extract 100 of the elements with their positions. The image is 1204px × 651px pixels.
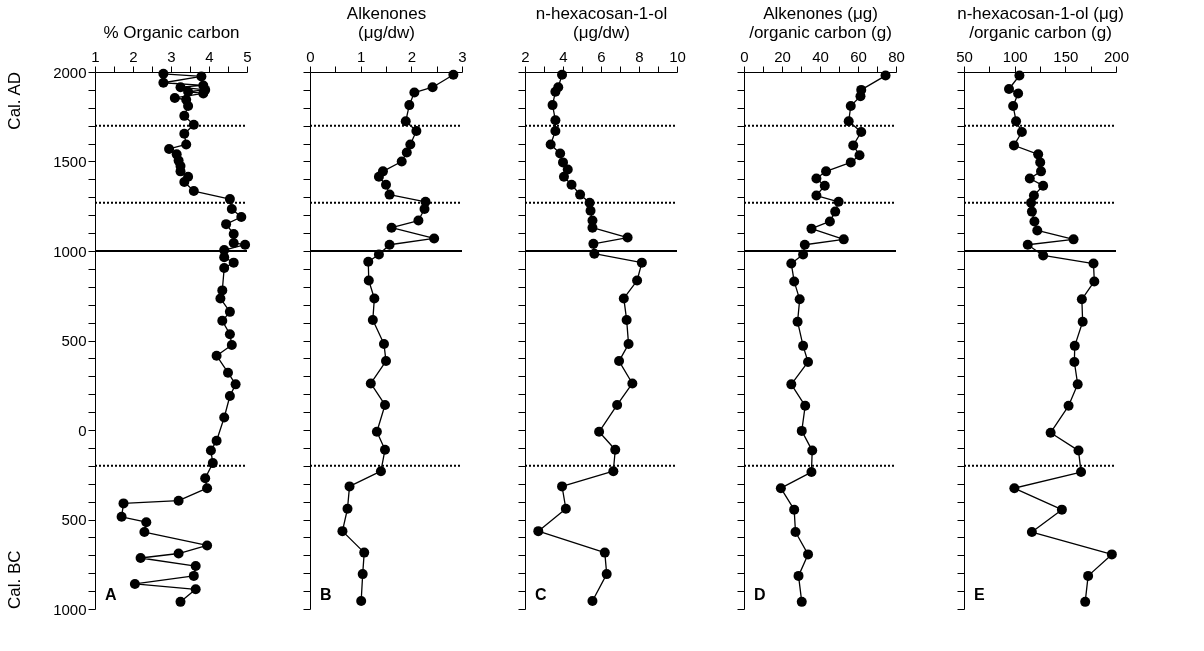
point — [786, 258, 797, 269]
x-axis-title: n-hexacosan-1-ol (μg/dw) — [535, 3, 668, 42]
x-tick-label: 20 — [774, 47, 791, 65]
point — [843, 116, 854, 127]
point — [599, 547, 610, 558]
point — [796, 596, 807, 607]
point — [427, 82, 438, 93]
point — [618, 293, 629, 304]
point — [627, 378, 638, 389]
point — [1068, 234, 1079, 245]
point — [378, 339, 389, 350]
point — [384, 189, 395, 200]
point — [1069, 356, 1080, 367]
point — [1003, 84, 1014, 94]
point — [558, 171, 569, 182]
point — [1032, 225, 1043, 236]
point — [342, 503, 353, 514]
point — [789, 276, 800, 287]
point — [1056, 504, 1067, 515]
point — [356, 595, 367, 606]
point — [811, 173, 822, 184]
point — [1035, 157, 1046, 168]
y-tick-label: 1000 — [53, 242, 87, 260]
point — [587, 595, 598, 606]
point — [1063, 400, 1074, 411]
point — [1009, 483, 1020, 494]
point — [622, 232, 633, 243]
point — [855, 91, 866, 102]
point — [1072, 379, 1083, 390]
point — [429, 233, 440, 244]
x-tick-label: 150 — [1053, 47, 1079, 65]
point — [560, 503, 571, 514]
y-tick-label: 1000 — [53, 600, 87, 618]
point — [601, 569, 612, 580]
x-tick-label: 3 — [167, 47, 176, 65]
point — [786, 379, 797, 390]
point — [363, 256, 374, 267]
x-tick-label: 4 — [205, 47, 214, 65]
point — [856, 126, 867, 137]
point — [800, 400, 811, 411]
x-tick-label: 200 — [1103, 47, 1130, 65]
x-tick-label: 2 — [407, 47, 417, 65]
x-tick-label: 2 — [521, 47, 530, 65]
annotation: E — [974, 586, 985, 603]
x-tick-label: 1 — [91, 47, 100, 65]
point — [623, 339, 634, 350]
point — [848, 140, 859, 151]
y-axis-title: Cal. AD — [5, 72, 24, 130]
point — [1008, 101, 1019, 111]
point — [381, 179, 391, 190]
point — [811, 190, 822, 201]
point — [396, 156, 407, 167]
point — [575, 189, 586, 200]
point — [1026, 206, 1037, 217]
point — [448, 69, 459, 80]
point — [558, 157, 568, 168]
point — [789, 504, 800, 515]
point — [359, 547, 370, 558]
point — [419, 203, 430, 214]
point — [371, 426, 382, 437]
point — [373, 171, 384, 182]
point — [1026, 527, 1037, 538]
x-tick-label: 3 — [458, 47, 467, 65]
point — [632, 275, 643, 286]
point — [793, 570, 804, 581]
point — [824, 216, 835, 227]
point — [830, 206, 841, 217]
point — [404, 100, 415, 111]
point — [384, 239, 395, 250]
x-tick-label: 80 — [888, 47, 905, 65]
x-tick-label: 40 — [812, 47, 829, 65]
x-axis-title: % Organic carbon — [103, 22, 240, 42]
point — [608, 466, 619, 477]
point — [344, 481, 355, 492]
point — [806, 467, 817, 478]
point — [838, 234, 849, 245]
point — [1016, 126, 1027, 137]
point — [1080, 596, 1091, 607]
point — [369, 293, 380, 304]
point — [819, 180, 830, 191]
point — [1069, 340, 1080, 351]
point — [1045, 427, 1056, 438]
point — [1073, 445, 1084, 456]
point — [1014, 70, 1025, 81]
point — [1076, 467, 1087, 478]
point — [803, 356, 814, 367]
point — [550, 115, 561, 126]
y-tick-label: 500 — [61, 332, 87, 349]
point — [405, 139, 416, 150]
point — [1029, 216, 1040, 227]
point — [796, 425, 807, 436]
point — [1036, 166, 1047, 177]
point — [792, 316, 803, 327]
point — [547, 100, 558, 111]
point — [337, 526, 348, 537]
point — [1089, 276, 1100, 287]
point — [379, 444, 390, 455]
point — [821, 166, 832, 177]
point — [594, 426, 605, 437]
point — [1022, 239, 1033, 250]
